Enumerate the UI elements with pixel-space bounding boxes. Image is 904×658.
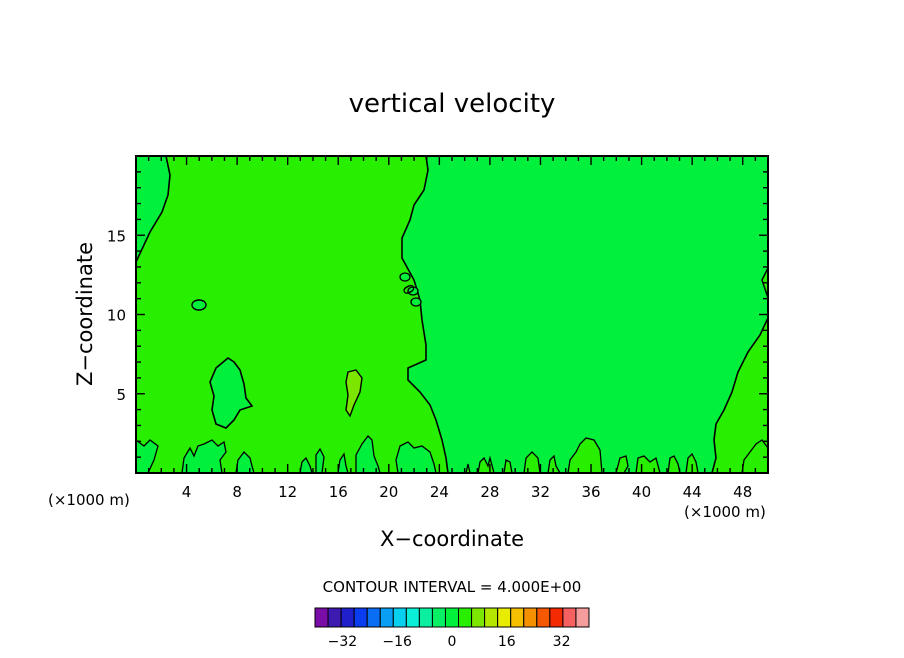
colorbar-swatch — [523, 607, 538, 628]
bottom-contours-left — [135, 435, 437, 474]
colorbar-tick-label: −32 — [328, 634, 358, 650]
x-axis-label: X−coordinate — [380, 527, 524, 551]
colorbar-swatch — [471, 607, 486, 628]
x-axis-ticks: 4 8 12 16 20 24 28 32 36 40 44 48 — [182, 483, 752, 501]
colorbar-swatch — [327, 607, 342, 628]
x-tick-label: 20 — [379, 483, 398, 501]
small-contour-x21c — [410, 297, 422, 307]
y-axis-ticks: 5 10 15 — [107, 227, 126, 404]
x-tick-label: 44 — [683, 483, 702, 501]
x-tick-label: 4 — [182, 483, 192, 501]
colorbar-swatch — [379, 607, 394, 628]
x-tick-label: 32 — [531, 483, 550, 501]
colorbar-tick-label: −16 — [382, 634, 412, 650]
colorbar-swatch — [392, 607, 407, 628]
colorbar-swatch — [549, 607, 564, 628]
chart-title: vertical velocity — [349, 89, 556, 119]
small-contour-x5 — [191, 299, 207, 311]
x-tick-label: 48 — [733, 483, 752, 501]
colorbar-swatch — [575, 607, 590, 628]
contour-interval-text: CONTOUR INTERVAL = 4.000E+00 — [323, 578, 582, 596]
y-tick-label: 10 — [107, 307, 126, 325]
colorbar-swatch — [405, 607, 420, 628]
x-tick-label: 28 — [480, 483, 499, 501]
colorbar-swatch — [484, 607, 499, 628]
x-tick-label: 16 — [329, 483, 348, 501]
y-tick-label: 5 — [116, 386, 126, 404]
colorbar-swatch — [562, 607, 577, 628]
small-contour-x21b — [407, 286, 419, 296]
colorbar-swatch — [444, 607, 460, 628]
colorbar-swatch — [314, 607, 329, 628]
small-contour-x21a — [399, 272, 411, 282]
positive-patch-x17 — [345, 369, 363, 418]
minor-ticks — [136, 156, 768, 473]
colorbar-swatch — [458, 607, 473, 628]
colorbar-swatch — [497, 607, 512, 628]
x-axis-unit: (×1000 m) — [684, 503, 766, 521]
colorbar-swatch — [536, 607, 551, 628]
colorbar-swatch — [418, 607, 433, 628]
colorbar-swatch — [340, 607, 355, 628]
x-tick-label: 36 — [581, 483, 600, 501]
colorbar-swatch — [510, 607, 525, 628]
x-tick-label: 24 — [430, 483, 449, 501]
x-tick-label: 8 — [232, 483, 242, 501]
colorbar-swatch — [431, 607, 446, 628]
x-tick-label: 40 — [632, 483, 651, 501]
y-axis-unit: (×1000 m) — [48, 491, 130, 509]
colorbar-swatch — [366, 607, 381, 628]
colorbar-tick-label: 0 — [448, 634, 457, 650]
colorbar-tick-label: 32 — [553, 634, 571, 650]
negative-patch-x7 — [209, 357, 254, 429]
x-tick-label: 12 — [278, 483, 297, 501]
y-tick-label: 15 — [107, 227, 126, 245]
colorbar-swatch — [353, 607, 368, 628]
colorbar-tick-label: 16 — [498, 634, 516, 650]
y-axis-label: Z−coordinate — [73, 242, 97, 386]
colorbar: −32 −16 0 16 32 — [314, 607, 590, 650]
positive-region — [135, 155, 449, 474]
